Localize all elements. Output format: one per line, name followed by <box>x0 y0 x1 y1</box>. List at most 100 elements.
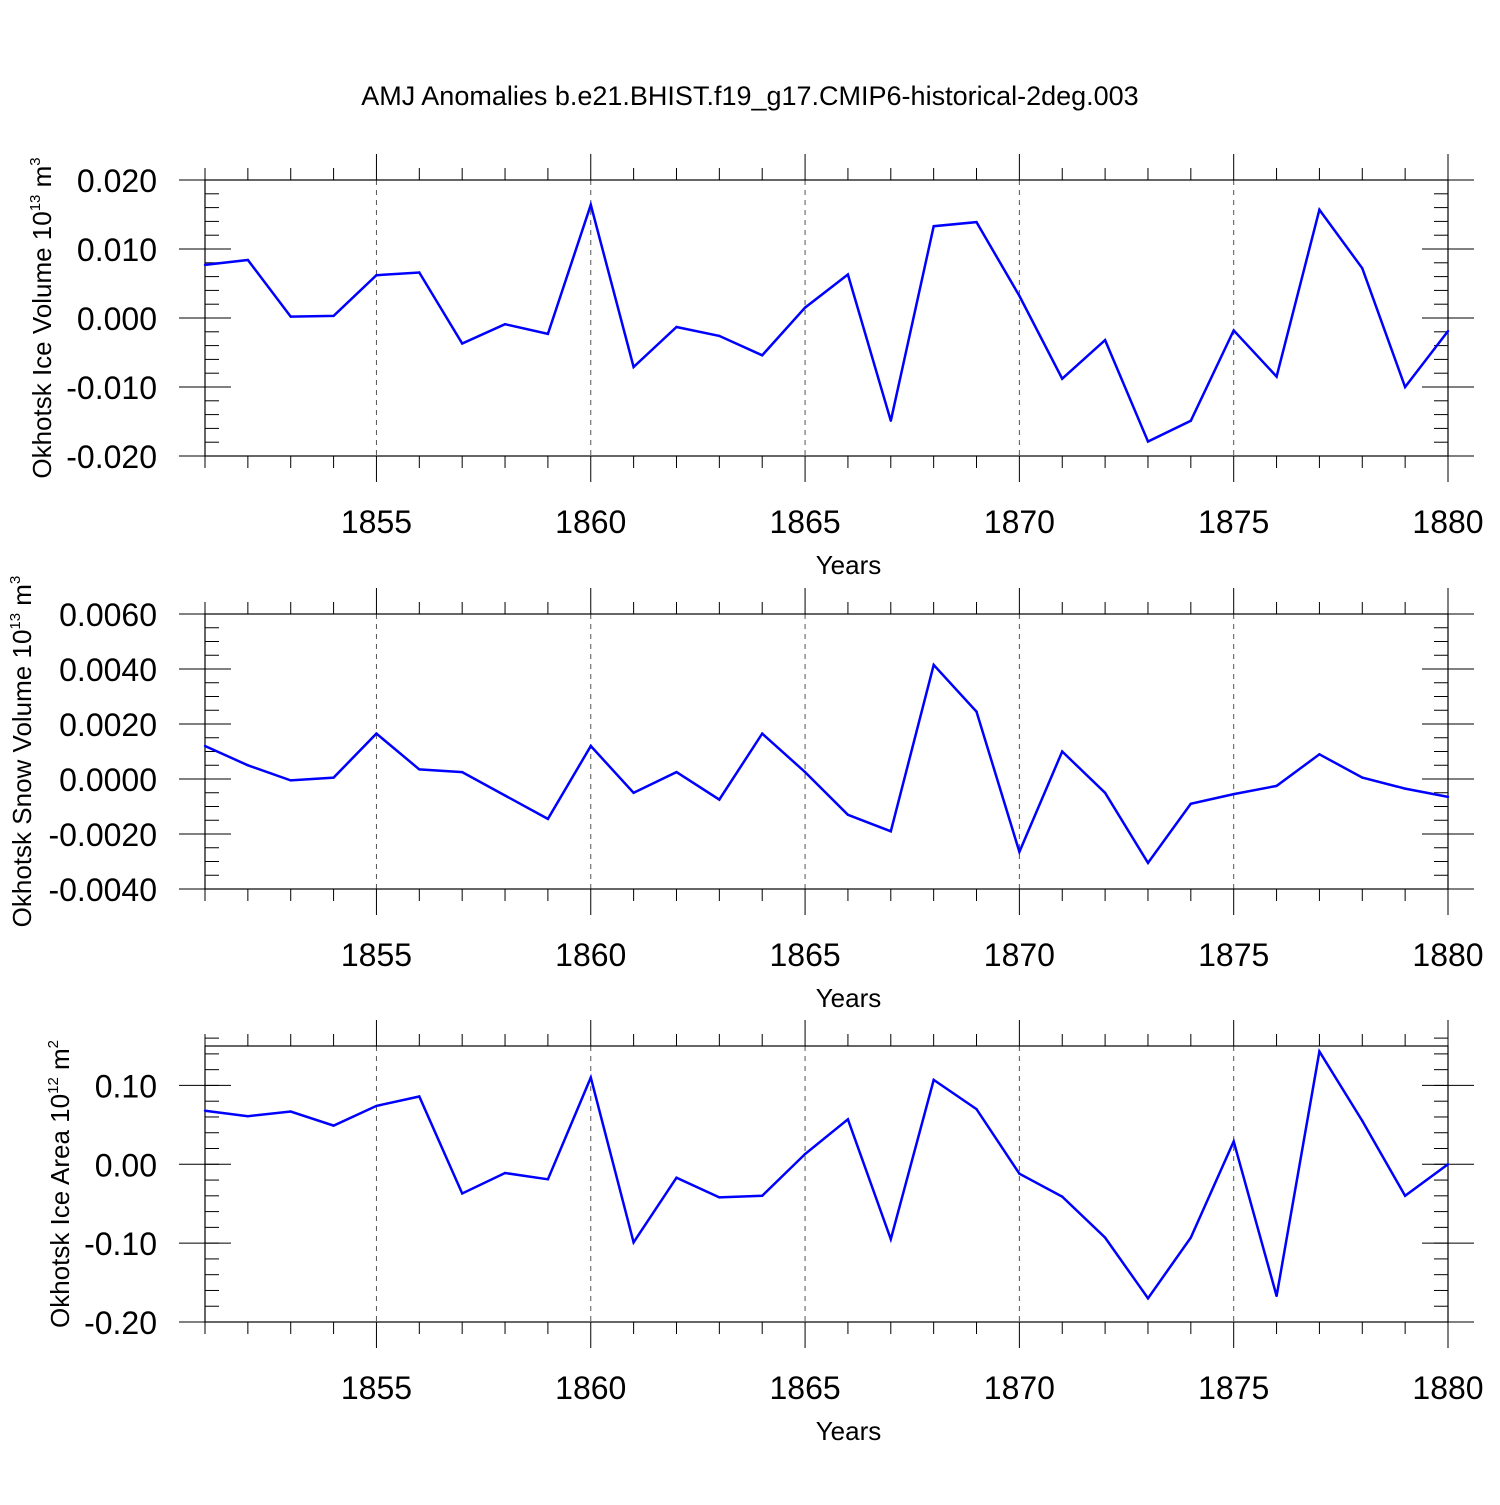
y-tick-label: 0.0020 <box>59 707 157 743</box>
data-point <box>889 830 892 833</box>
data-point <box>418 271 421 274</box>
y-axis-label-text: Okhotsk Ice Volume 10 <box>27 211 57 478</box>
data-point <box>1446 795 1450 799</box>
data-point <box>632 1241 635 1244</box>
data-point <box>1189 419 1193 423</box>
series-line <box>204 662 1449 866</box>
data-point <box>761 732 764 735</box>
y-axis-label: Okhotsk Ice Volume 1013 m3 <box>27 157 57 478</box>
y-tick-label: -0.010 <box>66 370 157 406</box>
data-point <box>1318 1050 1321 1053</box>
data-point <box>289 779 292 782</box>
data-point <box>1018 294 1021 298</box>
data-point <box>675 1176 678 1179</box>
data-point <box>846 813 850 816</box>
data-point <box>1361 1119 1364 1123</box>
y-tick-label: 0.10 <box>95 1068 157 1104</box>
y-tick-label: 0.000 <box>77 301 157 337</box>
data-point <box>1403 385 1407 389</box>
y-tick-label: 0.0040 <box>59 652 157 688</box>
y-axis-label-exponent: 12 <box>45 1077 62 1094</box>
data-point <box>1318 208 1321 211</box>
data-point <box>632 365 635 369</box>
data-point <box>246 1114 250 1118</box>
data-point <box>1361 776 1364 779</box>
data-point <box>1232 792 1235 796</box>
data-point <box>1061 377 1064 380</box>
y-axis-label-text: Okhotsk Ice Area 10 <box>45 1094 75 1328</box>
y-tick-label: -0.20 <box>84 1305 157 1341</box>
panel-3: 0.10 0.00 -0.10 -0.20 1855 1860 1865 1870 1875 18… <box>45 1020 1484 1446</box>
x-axis-label: Years <box>816 983 882 1013</box>
data-point <box>246 764 250 767</box>
y-axis-label-unit-exponent: 3 <box>7 576 24 584</box>
data-point <box>675 770 678 774</box>
data-point <box>718 1196 721 1199</box>
data-point <box>975 1107 978 1111</box>
data-point <box>1103 1236 1107 1239</box>
data-point <box>1403 787 1407 790</box>
data-point <box>589 744 592 748</box>
x-tick-label: 1875 <box>1198 1370 1269 1406</box>
x-tick-label: 1875 <box>1198 504 1269 540</box>
data-point <box>1318 753 1321 756</box>
x-axis-label: Years <box>816 1416 882 1446</box>
data-point <box>1189 802 1193 805</box>
y-tick-label: 0.00 <box>95 1147 157 1183</box>
data-point <box>589 1076 592 1079</box>
data-point <box>975 710 978 713</box>
x-tick-label: 1855 <box>341 1370 412 1406</box>
data-point <box>203 1109 207 1112</box>
data-point <box>1232 329 1235 332</box>
data-point <box>1275 1294 1278 1298</box>
y-tick-label: 0.0000 <box>59 762 157 798</box>
y-tick-label: 0.0060 <box>59 597 157 633</box>
x-tick-label: 1855 <box>341 937 412 973</box>
data-point <box>418 1095 421 1098</box>
data-point <box>1403 1194 1407 1198</box>
data-point <box>332 776 335 779</box>
data-point <box>289 315 292 318</box>
data-point <box>975 220 978 224</box>
data-point <box>546 332 550 336</box>
data-point <box>846 1118 850 1121</box>
data-point <box>932 225 935 228</box>
x-axis-label: Years <box>816 550 882 580</box>
data-point <box>1275 375 1278 378</box>
y-axis-label-exponent: 13 <box>7 613 24 630</box>
data-point <box>460 770 464 774</box>
data-point <box>418 768 421 771</box>
data-point <box>203 263 207 267</box>
series-line <box>204 1048 1449 1301</box>
x-tick-label: 1880 <box>1412 504 1483 540</box>
data-point <box>1446 329 1450 333</box>
data-point <box>1018 1172 1021 1175</box>
data-point <box>675 325 678 329</box>
plot-frame <box>204 1045 1449 1323</box>
y-axis-label-exponent: 13 <box>27 195 44 212</box>
data-point <box>803 1152 807 1156</box>
y-tick-label: 0.020 <box>77 163 157 199</box>
data-point <box>932 663 935 667</box>
panel-1: 0.020 0.010 0.000 -0.010 -0.020 1855 1860 1865 1… <box>27 154 1484 580</box>
x-tick-label: 1860 <box>555 1370 626 1406</box>
data-point <box>503 323 507 326</box>
data-point <box>761 1194 764 1198</box>
data-point <box>203 744 207 748</box>
data-point <box>932 1078 935 1082</box>
data-point <box>332 1124 335 1127</box>
x-tick-label: 1870 <box>984 937 1055 973</box>
data-point <box>503 794 507 797</box>
data-point <box>1061 750 1064 753</box>
chart-title: AMJ Anomalies b.e21.BHIST.f19_g17.CMIP6-… <box>361 81 1138 111</box>
data-point <box>246 258 250 262</box>
y-axis-label: Okhotsk Ice Area 1012 m2 <box>45 1040 75 1328</box>
data-point <box>1446 1163 1450 1166</box>
data-point <box>1189 1236 1193 1239</box>
y-axis-label: Okhotsk Snow Volume 1013 m3 <box>7 576 37 928</box>
data-point <box>718 334 721 338</box>
x-tick-label: 1870 <box>984 1370 1055 1406</box>
plot-frame <box>204 179 1449 457</box>
